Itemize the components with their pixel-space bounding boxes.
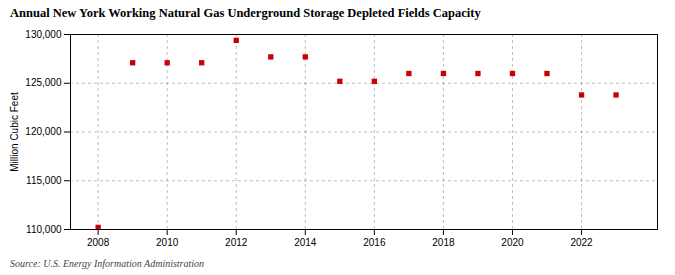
svg-text:2012: 2012 (225, 237, 248, 248)
html-text:Source: U.S. Energy Informatio: Source: U.S. Energy Information Administ… (10, 258, 205, 269)
svg-text:120,000: 120,000 (25, 126, 62, 137)
svg-text:125,000: 125,000 (25, 77, 62, 88)
html-text:Annual New York Working Natura: Annual New York Working Natural Gas Unde… (10, 6, 481, 20)
svg-text:2016: 2016 (363, 237, 386, 248)
svg-text:2022: 2022 (570, 237, 593, 248)
svg-text:115,000: 115,000 (26, 175, 62, 186)
svg-text:130,000: 130,000 (25, 29, 62, 40)
svg-text:2014: 2014 (294, 237, 317, 248)
svg-text:110,000: 110,000 (26, 224, 62, 235)
svg-text:2018: 2018 (432, 237, 455, 248)
svg-text:Million Cubic Feet: Million Cubic Feet (9, 92, 20, 172)
svg-text:2010: 2010 (156, 237, 179, 248)
svg-text:2020: 2020 (501, 237, 524, 248)
svg-text:2008: 2008 (87, 237, 110, 248)
